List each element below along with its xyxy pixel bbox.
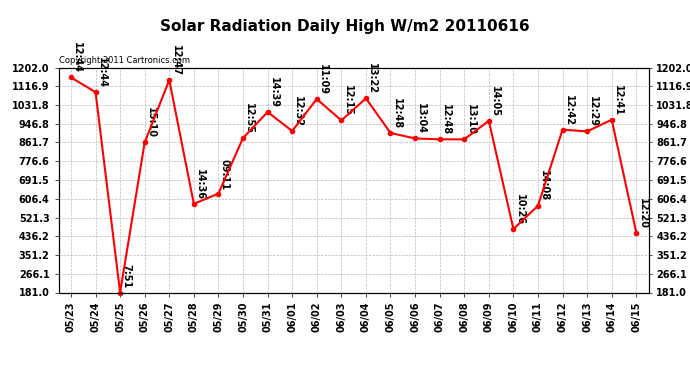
Text: 11:09: 11:09 (318, 64, 328, 95)
Text: 12:44: 12:44 (72, 42, 82, 74)
Text: 12:41: 12:41 (613, 85, 623, 116)
Text: Solar Radiation Daily High W/m2 20110616: Solar Radiation Daily High W/m2 20110616 (160, 19, 530, 34)
Text: 13:04: 13:04 (416, 104, 426, 134)
Text: 12:48: 12:48 (441, 104, 451, 135)
Text: 12:55: 12:55 (244, 103, 254, 134)
Text: 09:11: 09:11 (219, 159, 230, 189)
Text: 13:10: 13:10 (466, 104, 475, 135)
Text: 14:05: 14:05 (490, 86, 500, 117)
Text: 12:44: 12:44 (97, 57, 107, 88)
Text: 12:20: 12:20 (638, 198, 647, 229)
Text: 10:26: 10:26 (515, 194, 524, 225)
Text: 12:42: 12:42 (564, 94, 574, 126)
Text: Copyright 2011 Cartronics.com: Copyright 2011 Cartronics.com (59, 56, 190, 65)
Text: 14:36: 14:36 (195, 169, 205, 200)
Text: 14:39: 14:39 (269, 77, 279, 108)
Text: 12:48: 12:48 (392, 98, 402, 129)
Text: 13:22: 13:22 (367, 63, 377, 94)
Text: 12:15: 12:15 (342, 86, 353, 116)
Text: 12:32: 12:32 (293, 96, 304, 127)
Text: 14:08: 14:08 (539, 171, 549, 202)
Text: 15:10: 15:10 (146, 107, 156, 138)
Text: 12:47: 12:47 (170, 45, 181, 76)
Text: 12:29: 12:29 (589, 96, 598, 128)
Text: 7:51: 7:51 (121, 264, 131, 288)
